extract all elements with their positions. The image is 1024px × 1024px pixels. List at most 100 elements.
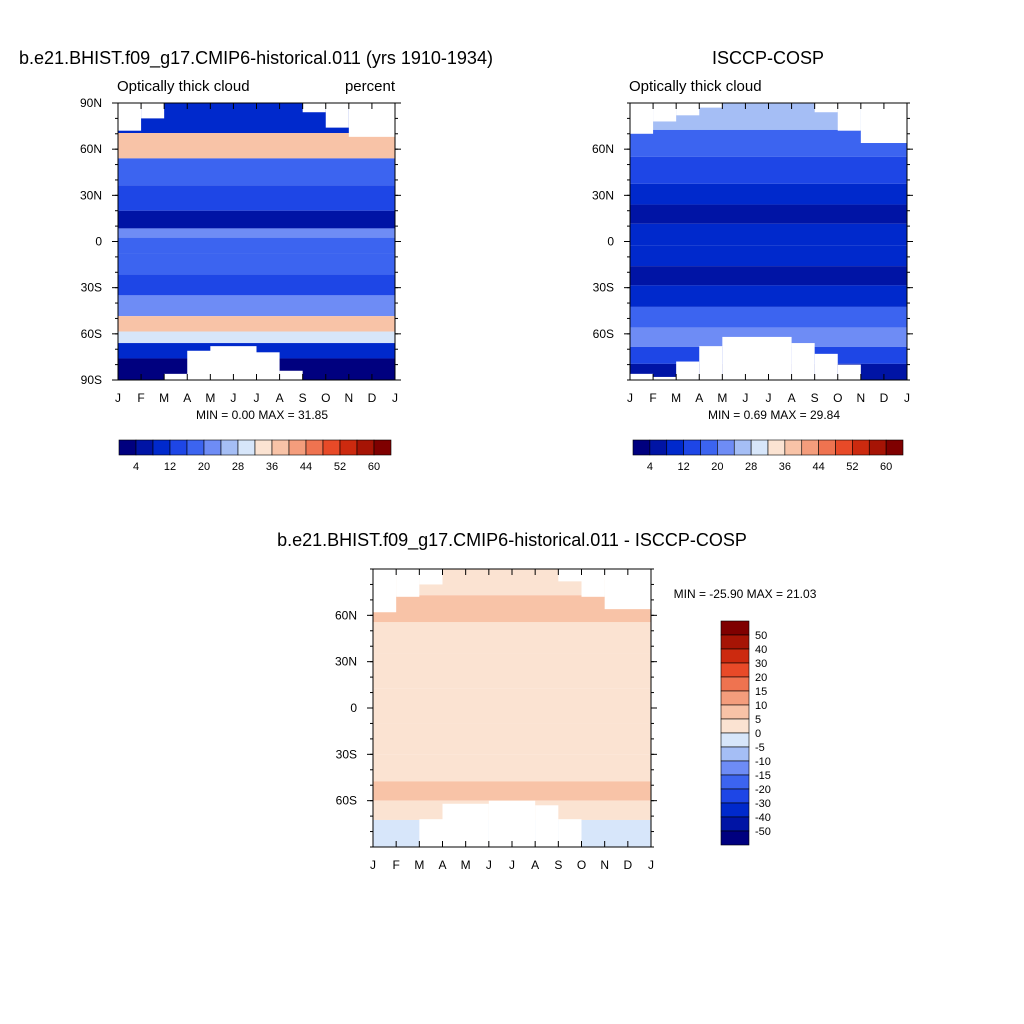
colorbar-swatch xyxy=(750,439,769,456)
colorbar-swatch xyxy=(720,746,750,762)
model-panel-units-label: percent xyxy=(345,78,396,95)
contour-band xyxy=(373,653,651,689)
missing-data-region xyxy=(141,103,165,119)
y-tick-label: 60N xyxy=(592,142,614,156)
contour-band xyxy=(118,237,395,254)
obs-panel-colorbar: 4 12 20 28 36 44 52 60 xyxy=(632,439,904,473)
colorbar-swatch xyxy=(649,439,668,456)
missing-data-region xyxy=(699,103,723,108)
x-tick-label: J xyxy=(115,391,121,405)
obs-panel-variable-label: Optically thick cloud xyxy=(629,78,762,95)
colorbar-swatch xyxy=(720,802,750,818)
colorbar-swatch xyxy=(784,439,803,456)
colorbar-label: 60 xyxy=(368,461,380,473)
colorbar-swatch xyxy=(683,439,701,456)
missing-data-region xyxy=(164,373,188,380)
missing-data-region xyxy=(581,569,605,597)
colorbar-label: 20 xyxy=(755,672,767,684)
colorbar-swatch xyxy=(720,662,750,678)
missing-data-region xyxy=(279,370,303,380)
contour-band xyxy=(630,156,907,184)
x-tick-label: D xyxy=(368,391,377,405)
colorbar-swatch xyxy=(152,439,171,456)
missing-data-region xyxy=(419,569,443,585)
colorbar-label: 12 xyxy=(678,461,690,473)
contour-band xyxy=(373,754,651,782)
x-tick-label: J xyxy=(627,391,633,405)
colorbar-swatch xyxy=(720,788,750,804)
missing-data-region xyxy=(630,373,654,380)
contour-band xyxy=(373,723,651,755)
missing-data-region xyxy=(325,103,349,128)
colorbar-swatch xyxy=(733,439,752,456)
colorbar-label: 60 xyxy=(880,461,892,473)
y-tick-label: 30N xyxy=(592,188,614,202)
contour-band xyxy=(373,622,651,654)
colorbar-label: 36 xyxy=(266,461,278,473)
model-panel-minmax: MIN = 0.00 MAX = 31.85 xyxy=(196,408,328,422)
x-tick-label: A xyxy=(695,391,703,405)
colorbar-label: 12 xyxy=(164,461,176,473)
colorbar-swatch xyxy=(356,439,375,456)
contour-band xyxy=(373,781,651,801)
y-tick-label: 60S xyxy=(336,794,357,808)
colorbar-swatch xyxy=(254,439,273,456)
x-tick-label: O xyxy=(577,858,586,872)
colorbar-label: 20 xyxy=(711,461,723,473)
colorbar-swatch xyxy=(835,439,853,456)
model-panel-variable-label: Optically thick cloud xyxy=(117,78,250,95)
colorbar-swatch xyxy=(720,830,750,846)
x-tick-label: M xyxy=(671,391,681,405)
missing-data-region xyxy=(558,819,582,847)
contour-band xyxy=(118,316,395,332)
colorbar-swatch xyxy=(818,439,836,456)
contour-band xyxy=(630,183,907,205)
y-tick-label: 0 xyxy=(95,235,102,249)
colorbar-label: 30 xyxy=(755,658,767,670)
missing-data-region xyxy=(512,800,536,847)
missing-data-region xyxy=(302,103,326,113)
x-tick-label: F xyxy=(137,391,144,405)
x-tick-label: M xyxy=(461,858,471,872)
colorbar-swatch xyxy=(203,439,222,456)
missing-data-region xyxy=(676,361,700,380)
contour-band xyxy=(630,306,907,328)
contour-band xyxy=(118,210,395,229)
x-tick-label: N xyxy=(344,391,353,405)
contour-band xyxy=(630,223,907,246)
colorbar-label: 28 xyxy=(232,461,244,473)
x-tick-label: N xyxy=(600,858,609,872)
obs-panel-title: ISCCP-COSP xyxy=(712,48,824,68)
colorbar-swatch xyxy=(305,439,324,456)
x-tick-label: M xyxy=(159,391,169,405)
x-tick-label: J xyxy=(370,858,376,872)
missing-data-region xyxy=(722,336,792,380)
colorbar-label: 4 xyxy=(133,461,139,473)
x-tick-label: A xyxy=(183,391,191,405)
contour-band xyxy=(118,274,395,296)
colorbar-label: 50 xyxy=(755,630,767,642)
colorbar-label: 4 xyxy=(647,461,653,473)
contour-band xyxy=(118,158,395,186)
colorbar-swatch xyxy=(271,439,290,456)
colorbar-label: -15 xyxy=(755,770,771,782)
colorbar-label: 0 xyxy=(755,728,761,740)
colorbar-label: -30 xyxy=(755,798,771,810)
missing-data-region xyxy=(837,364,861,380)
colorbar-label: 52 xyxy=(846,461,858,473)
x-tick-label: J xyxy=(766,391,772,405)
missing-data-region xyxy=(604,569,651,610)
contour-band xyxy=(630,245,907,267)
colorbar-swatch xyxy=(373,439,392,456)
x-tick-label: S xyxy=(554,858,562,872)
colorbar-label: 5 xyxy=(755,714,761,726)
colorbar-swatch xyxy=(118,439,137,456)
diff-panel-minmax: MIN = -25.90 MAX = 21.03 xyxy=(674,587,817,601)
missing-data-region xyxy=(442,803,489,847)
contour-band xyxy=(118,253,395,275)
colorbar-swatch xyxy=(868,439,887,456)
contour-band xyxy=(118,295,395,317)
colorbar-swatch xyxy=(720,648,750,664)
